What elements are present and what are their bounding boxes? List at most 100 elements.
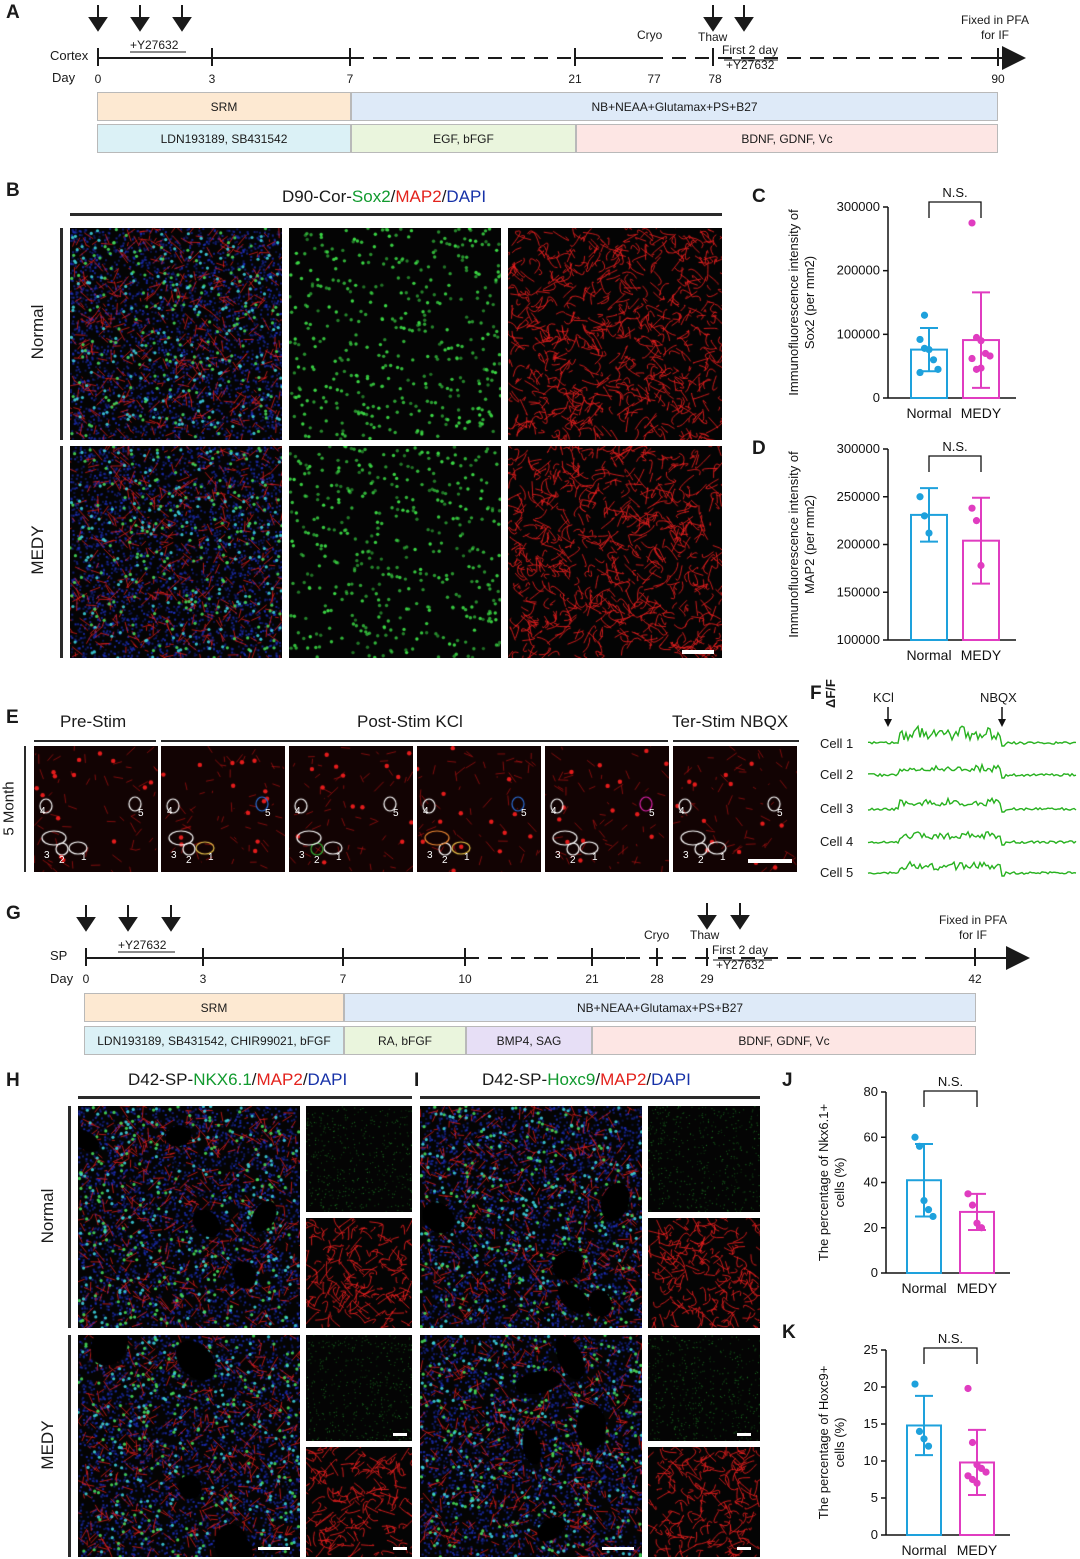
cell-number-5: 5 — [649, 808, 655, 819]
panel-i-title: D42-SP-Hoxc9/MAP2/DAPI — [482, 1070, 691, 1089]
data-point — [977, 337, 985, 345]
scale-bar-i-small-2 — [737, 1547, 751, 1550]
micrograph-h-normal-red — [306, 1218, 412, 1328]
post-stim-title: Post-Stim KCl — [357, 712, 463, 731]
data-point — [911, 1133, 919, 1141]
pre-stim-rule — [34, 740, 156, 742]
micrograph-i-normal-green — [648, 1106, 760, 1212]
sp-fixed-pfa-label: Fixed in PFA — [938, 913, 1008, 927]
day-tick-77: 77 — [647, 72, 661, 86]
trace-cell-5 — [867, 860, 1077, 877]
data-point — [916, 493, 924, 501]
y-tick-label: 200000 — [837, 263, 880, 278]
cell-number-5: 5 — [521, 808, 527, 819]
sp-day-label: Day — [50, 971, 74, 986]
for-if-label: for IF — [980, 28, 1009, 42]
sp-factor-ldn: LDN193189, SB431542, CHIR99021, bFGF — [84, 1026, 344, 1055]
panel-label-e: E — [6, 707, 19, 728]
x-tick-label: Normal — [906, 647, 951, 663]
calcium-frame-4 — [417, 746, 541, 872]
data-point — [986, 352, 994, 360]
sp-day-tick-28: 28 — [650, 972, 664, 986]
data-point — [920, 1435, 928, 1443]
y-axis-label: The percentage of Hoxc9+ — [816, 1366, 831, 1520]
micrograph-b-medy-merge — [70, 446, 282, 658]
y-tick-label: 0 — [873, 390, 880, 405]
panel-b-row-medy: MEDY — [28, 525, 47, 575]
panel-h-title: D42-SP-NKX6.1/MAP2/DAPI — [128, 1070, 348, 1089]
cell-number-5: 5 — [393, 808, 399, 819]
sp-day-tick-3: 3 — [199, 972, 207, 986]
micrograph-h-medy-green — [306, 1335, 412, 1441]
day-tick-3: 3 — [208, 72, 216, 86]
data-point — [916, 335, 924, 344]
y-tick-label: 150000 — [837, 584, 880, 599]
y-axis-label: Immunofluorescence intensity of — [786, 209, 801, 396]
cell-number-2: 2 — [698, 855, 704, 866]
y-tick-label: 0 — [871, 1265, 878, 1280]
micrograph-b-normal-sox2 — [289, 228, 501, 440]
y-tick-label: 15 — [864, 1416, 878, 1431]
sp-thaw-label: Thaw — [690, 928, 720, 942]
x-tick-label: MEDY — [957, 1542, 998, 1558]
post-stim-rule — [161, 740, 668, 742]
factor-egf: EGF, bFGF — [351, 124, 576, 153]
significance-bracket — [923, 1090, 978, 1107]
significance-label: N.S. — [938, 1074, 963, 1089]
cell-number-4: 4 — [551, 806, 557, 817]
trace-cell-2 — [867, 762, 1077, 779]
x-tick-label: Normal — [906, 405, 951, 421]
cell-number-4: 4 — [167, 806, 173, 817]
scale-bar-h-small-1 — [393, 1433, 407, 1436]
y-axis-label: cells (%) — [832, 1158, 847, 1208]
y-axis-label: The percentage of Nkx6.1+ — [816, 1104, 831, 1261]
significance-label: N.S. — [942, 185, 967, 200]
data-point — [964, 1190, 972, 1198]
panel-label-d: D — [752, 438, 766, 459]
micrograph-h-normal-merge — [78, 1106, 300, 1328]
y27632-after-label: +Y27632 — [726, 58, 775, 72]
cell-number-3: 3 — [171, 850, 177, 861]
nbqx-label: NBQX — [980, 690, 1017, 705]
chart-j: 0 20 40 60 80 The percentage of Nkx6.1+ cells … — [816, 1074, 1010, 1296]
panel-label-a: A — [6, 2, 20, 23]
data-point — [920, 512, 929, 520]
five-month-label: 5 Month — [0, 781, 18, 836]
micrograph-b-normal-merge — [70, 228, 282, 440]
data-point — [982, 1468, 990, 1476]
x-tick-label: MEDY — [957, 1280, 998, 1296]
day-label: Day — [52, 70, 76, 85]
y-tick-label: 100000 — [837, 326, 880, 341]
ter-stim-title: Ter-Stim NBQX — [672, 712, 789, 731]
y-tick-label: 10 — [864, 1453, 878, 1468]
cell-number-3: 3 — [683, 850, 689, 861]
panel-label-k: K — [782, 1322, 796, 1343]
factor-ldn: LDN193189, SB431542 — [97, 124, 351, 153]
kcl-arrow — [884, 707, 892, 727]
data-point — [968, 219, 976, 227]
panel-b-title-rule — [70, 213, 722, 216]
scale-bar — [682, 650, 714, 654]
sp-day-tick-21: 21 — [585, 972, 599, 986]
timeline-sp — [76, 903, 1030, 970]
scale-bar-i — [602, 1547, 634, 1550]
sp-media-nb: NB+NEAA+Glutamax+PS+B27 — [344, 993, 976, 1022]
thaw-label: Thaw — [698, 30, 728, 44]
micrograph-h-normal-green — [306, 1106, 412, 1212]
micrograph-h-medy-merge — [78, 1335, 300, 1557]
chart-d: 100000 150000 200000 250000 300000 Immunofluo… — [786, 439, 1016, 663]
cell-number-1: 1 — [464, 852, 470, 863]
sp-media-srm: SRM — [84, 993, 344, 1022]
chart-k: 0 5 10 15 20 25 The percentage of Hoxc9+ cells … — [816, 1331, 1010, 1558]
significance-bracket — [928, 455, 982, 472]
day-tick-90: 90 — [991, 72, 1005, 86]
cell-number-2: 2 — [186, 855, 192, 866]
significance-bracket — [928, 201, 982, 218]
sp-for-if-label: for IF — [958, 928, 987, 942]
y-tick-label: 60 — [864, 1129, 878, 1144]
panel-label-b: B — [6, 180, 20, 201]
panel-b-row-rule-normal — [60, 228, 63, 440]
y-axis-label: MAP2 (per mm2) — [802, 495, 817, 594]
y-tick-label: 20 — [864, 1220, 878, 1235]
data-point — [972, 517, 981, 525]
